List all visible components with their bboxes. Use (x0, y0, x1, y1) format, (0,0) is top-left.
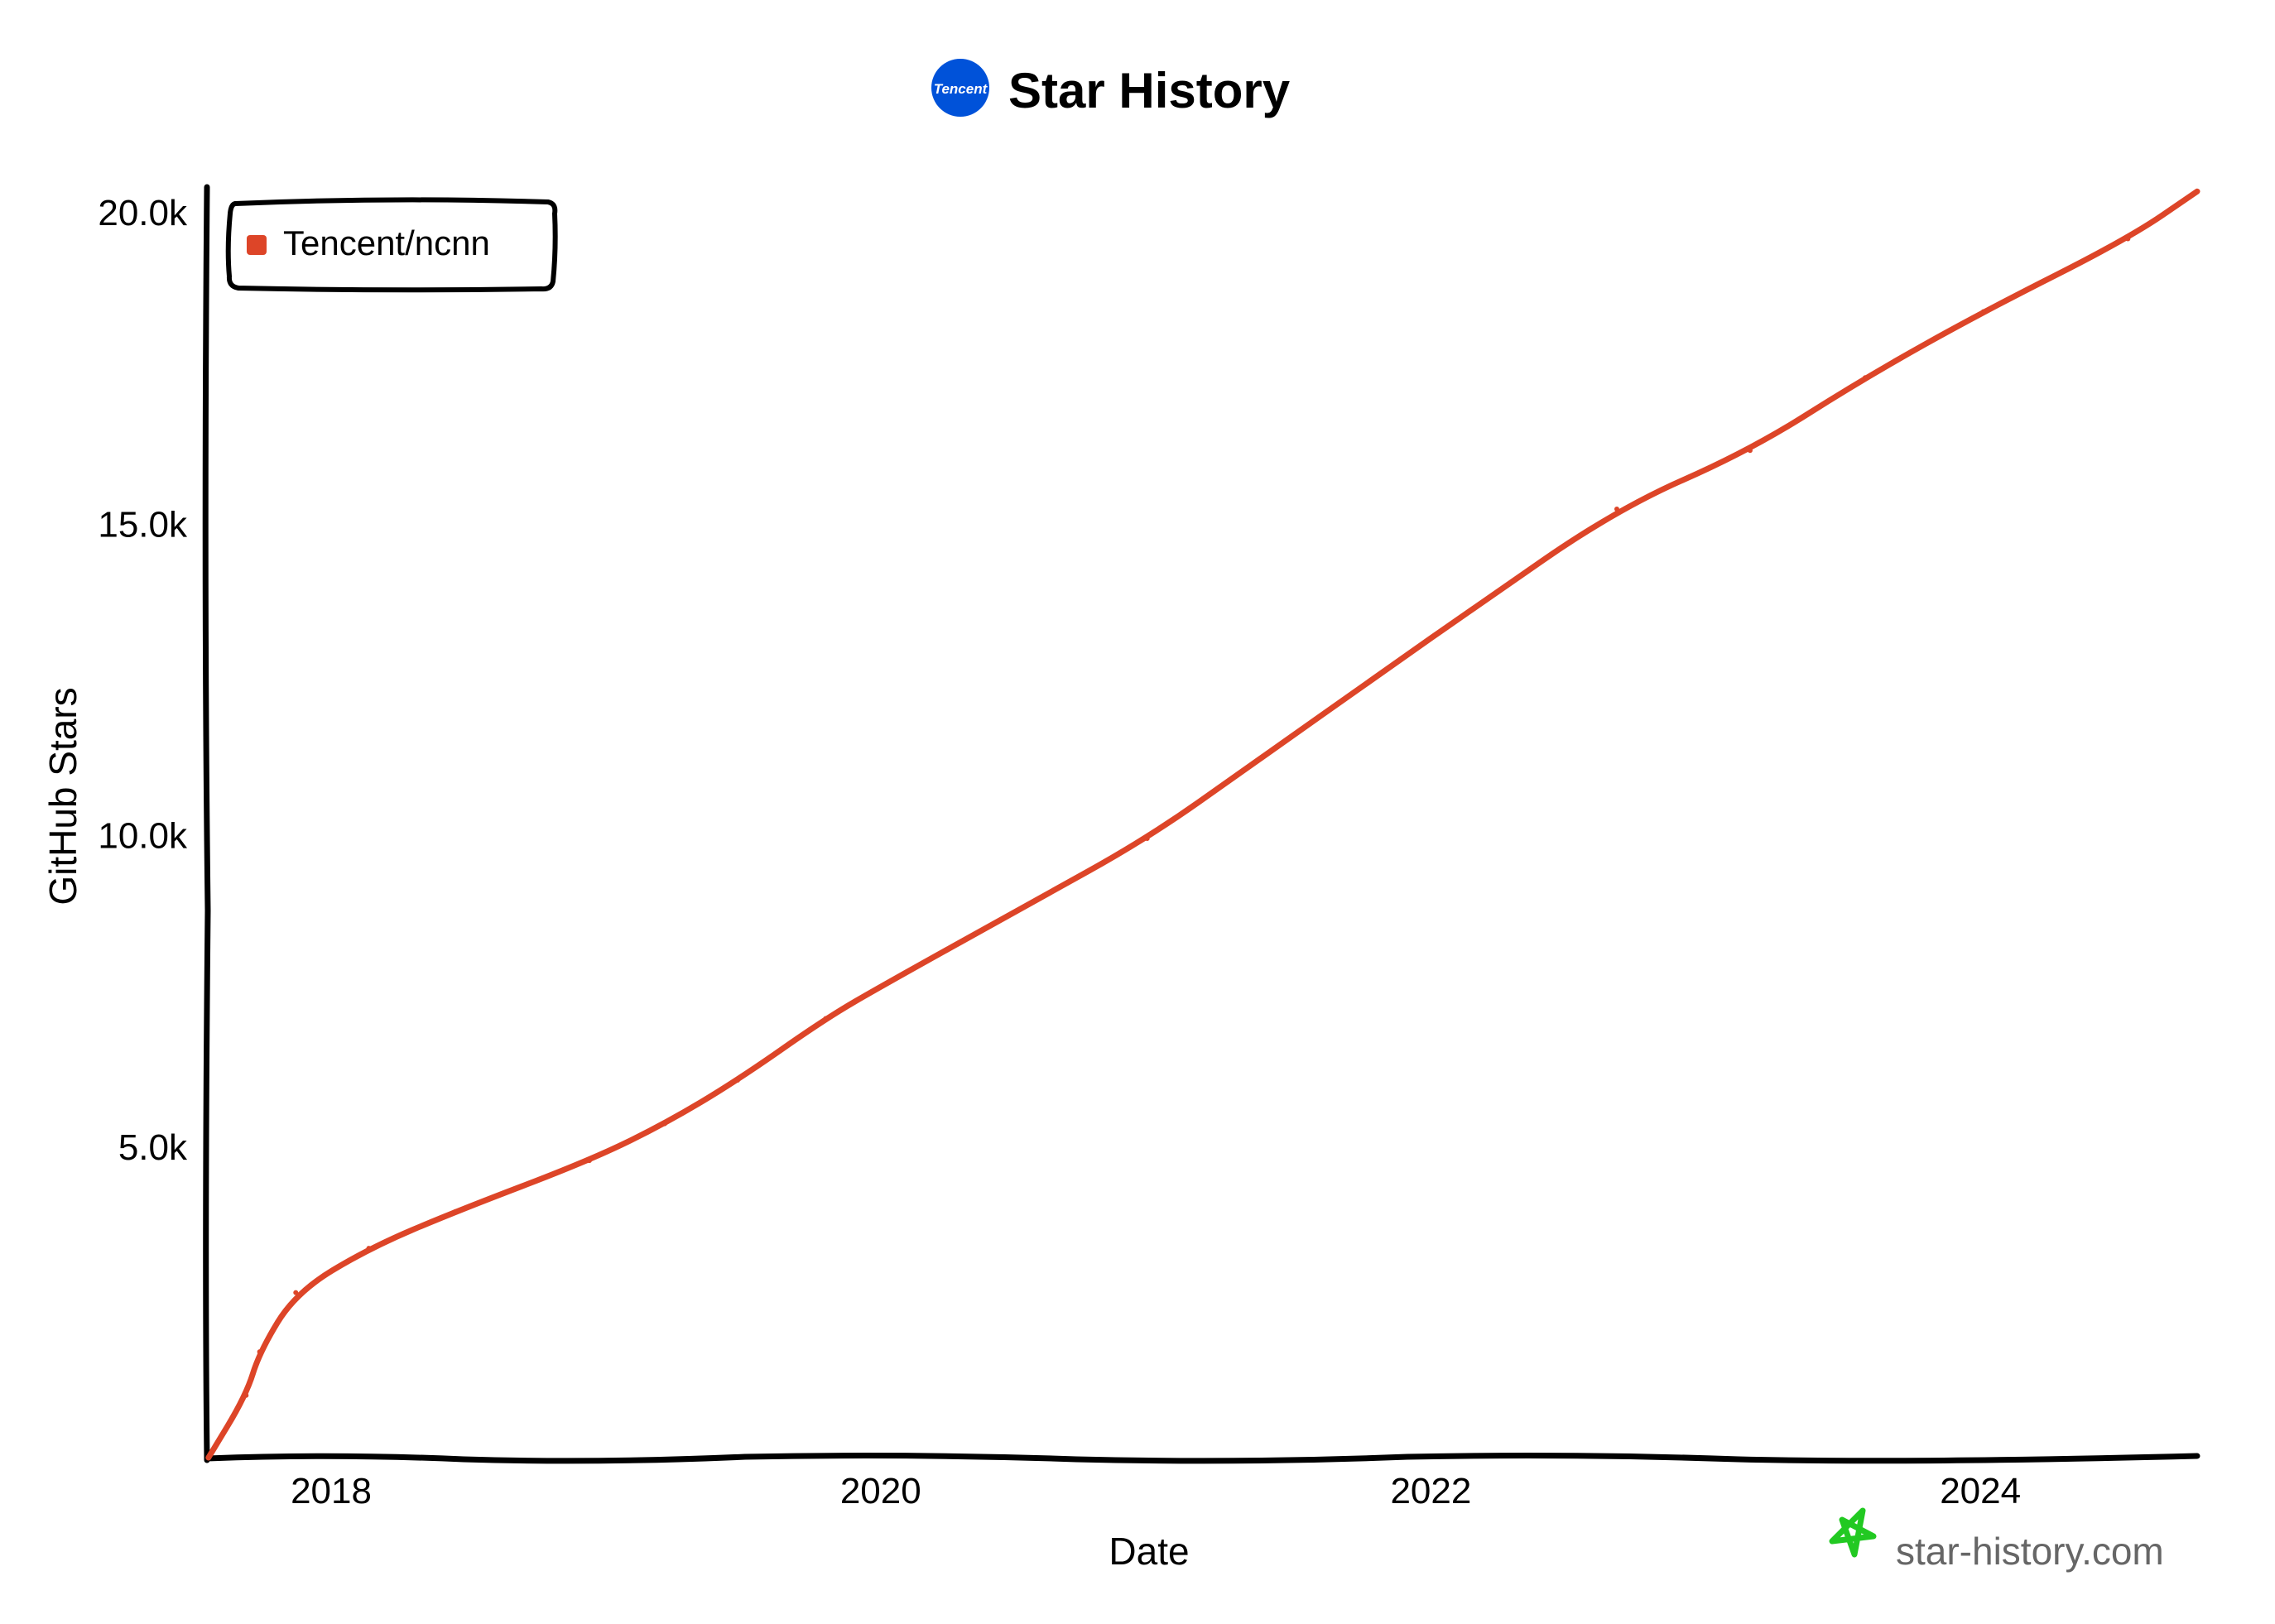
data-point (2195, 189, 2200, 195)
legend-box (225, 197, 558, 293)
data-point (293, 1290, 299, 1295)
data-point (2125, 236, 2131, 242)
data-point (661, 1121, 667, 1127)
data-point (1747, 448, 1753, 454)
data-point (1247, 763, 1253, 769)
data-point (586, 1158, 592, 1164)
legend-label: Tencent/ncnn (283, 223, 490, 262)
data-point (1614, 507, 1619, 512)
data-point (257, 1349, 262, 1355)
watermark-text[interactable]: star-history.com (1896, 1530, 2164, 1573)
y-tick-label: 15.0k (98, 504, 188, 545)
y-axis-label: GitHub Stars (41, 687, 84, 905)
watermark[interactable]: star-history.com (1829, 1507, 2164, 1573)
y-tick-label: 10.0k (98, 816, 188, 857)
data-point (1980, 309, 1986, 315)
tencent-logo-text: Tencent (934, 81, 988, 97)
y-tick-label: 20.0k (98, 193, 188, 233)
series-line-0 (205, 188, 2200, 1461)
data-point (205, 1455, 211, 1460)
legend-swatch (247, 235, 267, 255)
x-tick-label: 2022 (1390, 1471, 1471, 1511)
star-icon (1829, 1507, 1877, 1558)
x-axis-label: Date (1109, 1530, 1189, 1573)
data-point (366, 1246, 372, 1252)
x-tick-label: 2018 (291, 1471, 372, 1511)
tencent-logo (931, 59, 989, 117)
x-tick-labels: 2018 2020 2022 2024 (291, 1471, 2021, 1511)
legend: Tencent/ncnn (225, 197, 558, 293)
data-point (243, 1392, 249, 1398)
x-axis-line (204, 1453, 2200, 1464)
data-point (1144, 836, 1150, 842)
data-point (735, 1078, 741, 1083)
series-layer (205, 188, 2200, 1461)
x-tick-label: 2020 (840, 1471, 921, 1511)
x-tick-label: 2024 (1940, 1471, 2021, 1511)
data-point (1392, 660, 1398, 665)
data-point (881, 982, 887, 987)
data-point (823, 1016, 829, 1021)
y-axis-line (202, 184, 211, 1463)
data-point (1025, 901, 1031, 907)
y-tick-label: 5.0k (118, 1127, 188, 1168)
chart-header: Tencent Star History (931, 59, 1291, 118)
chart-title: Star History (1008, 63, 1291, 118)
data-point (1863, 375, 1869, 381)
data-point (1465, 609, 1471, 615)
data-point (453, 1208, 459, 1214)
y-tick-labels: 5.0k 10.0k 15.0k 20.0k (98, 193, 188, 1168)
